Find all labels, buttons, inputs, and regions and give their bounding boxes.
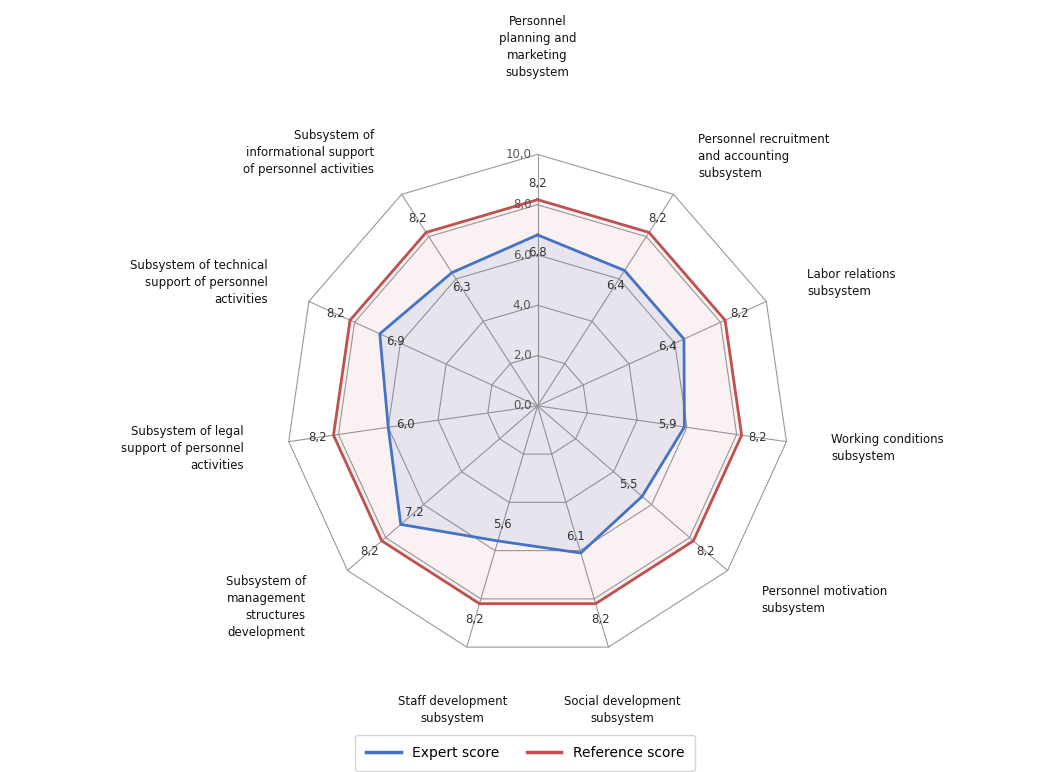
- Text: 8,2: 8,2: [749, 431, 768, 444]
- Text: 6,8: 6,8: [528, 246, 547, 259]
- Text: 8,2: 8,2: [591, 613, 610, 626]
- Text: 10,0: 10,0: [505, 148, 531, 161]
- Text: Personnel
planning and
marketing
subsystem: Personnel planning and marketing subsyst…: [499, 15, 576, 79]
- Text: 5,5: 5,5: [620, 479, 638, 492]
- Text: 8,0: 8,0: [512, 198, 531, 212]
- Text: Labor relations
subsystem: Labor relations subsystem: [807, 268, 896, 298]
- Text: 8,2: 8,2: [408, 212, 426, 225]
- Text: 4,0: 4,0: [512, 299, 531, 312]
- Text: Subsystem of
informational support
of personnel activities: Subsystem of informational support of pe…: [244, 129, 375, 175]
- Text: 8,2: 8,2: [360, 545, 379, 558]
- Text: 0,0: 0,0: [512, 399, 531, 412]
- Text: 8,2: 8,2: [465, 613, 484, 626]
- Text: 2,0: 2,0: [512, 349, 531, 362]
- Text: 5,9: 5,9: [657, 418, 676, 431]
- Text: Staff development
subsystem: Staff development subsystem: [398, 696, 507, 726]
- Text: 6,4: 6,4: [658, 340, 677, 353]
- Text: 8,2: 8,2: [528, 177, 547, 190]
- Legend: Expert score, Reference score: Expert score, Reference score: [355, 734, 695, 770]
- Text: 6,1: 6,1: [566, 530, 585, 543]
- Text: 8,2: 8,2: [326, 307, 344, 320]
- Text: 8,2: 8,2: [696, 545, 715, 558]
- Text: 8,2: 8,2: [649, 212, 667, 225]
- Text: Social development
subsystem: Social development subsystem: [564, 696, 680, 726]
- Text: Working conditions
subsystem: Working conditions subsystem: [832, 433, 944, 463]
- Text: 6,0: 6,0: [396, 418, 415, 432]
- Text: Subsystem of
management
structures
development: Subsystem of management structures devel…: [226, 574, 306, 638]
- Polygon shape: [334, 200, 741, 604]
- Text: Personnel recruitment
and accounting
subsystem: Personnel recruitment and accounting sub…: [698, 133, 830, 180]
- Text: Subsystem of technical
support of personnel
activities: Subsystem of technical support of person…: [130, 259, 268, 306]
- Text: 7,2: 7,2: [404, 506, 423, 520]
- Text: Personnel motivation
subsystem: Personnel motivation subsystem: [762, 585, 887, 615]
- Text: 6,0: 6,0: [512, 249, 531, 262]
- Polygon shape: [380, 235, 685, 553]
- Text: 6,4: 6,4: [606, 279, 625, 292]
- Text: 5,6: 5,6: [494, 517, 512, 530]
- Text: Subsystem of legal
support of personnel
activities: Subsystem of legal support of personnel …: [121, 425, 244, 472]
- Text: 6,9: 6,9: [386, 334, 405, 347]
- Text: 6,3: 6,3: [453, 281, 470, 294]
- Text: 8,2: 8,2: [308, 431, 327, 444]
- Text: 8,2: 8,2: [731, 307, 750, 320]
